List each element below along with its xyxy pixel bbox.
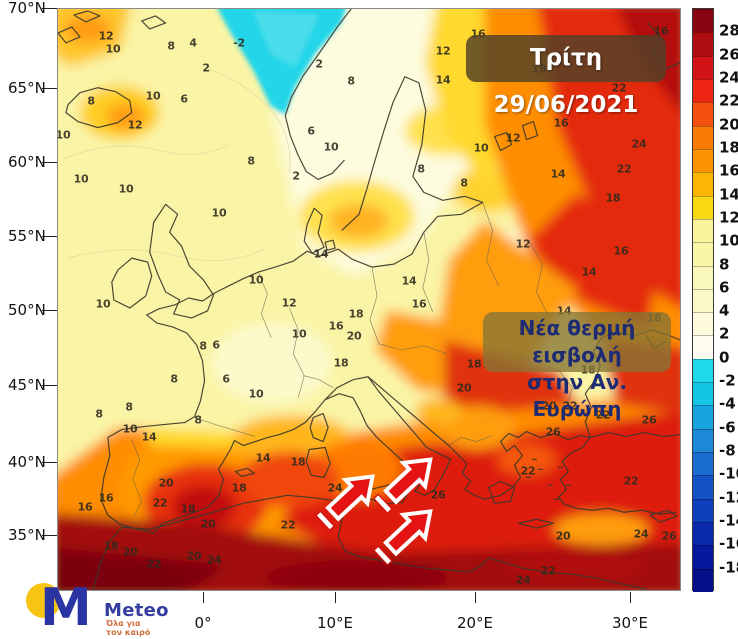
colorbar-segment <box>693 242 713 266</box>
lon-tick-label: 30°E <box>611 614 649 632</box>
colorbar-tick-label: 0 <box>719 348 730 367</box>
logo-tagline: Όλα για τον καιρό <box>106 619 150 637</box>
colorbar-segment <box>693 312 713 336</box>
lon-tick <box>335 592 336 603</box>
heat-advection-arrow-icon <box>373 457 433 514</box>
temperature-map: 1210842-22881061210101061082121416182216… <box>57 8 681 591</box>
colorbar-tick-label: 2 <box>719 325 730 344</box>
colorbar-segment <box>693 358 713 383</box>
colorbar-tick-label: -18 <box>719 558 738 577</box>
colorbar-tick-label: 4 <box>719 301 730 320</box>
colorbar-tick-label: 18 <box>719 138 738 157</box>
colorbar-segment <box>693 55 713 79</box>
lat-tick <box>42 535 57 536</box>
lat-tick-label: 70°N <box>8 0 46 17</box>
colorbar-tick-label: -4 <box>719 395 736 414</box>
lon-tick-label: 10°E <box>316 614 354 632</box>
lat-tick <box>42 88 57 89</box>
colorbar-tick-label: 10 <box>719 231 738 250</box>
lon-tick <box>203 592 204 603</box>
colorbar-tick-label: -2 <box>719 371 736 390</box>
heat-advection-arrow-icon <box>373 509 433 566</box>
lat-tick <box>42 162 57 163</box>
colorbar-segment <box>693 218 713 243</box>
lat-tick <box>42 462 57 463</box>
heat-annotation-badge: Νέα θερμή εισβολή στην Αν. Ευρώπη <box>483 312 671 421</box>
colorbar-segment <box>693 568 713 592</box>
colorbar-tick-label: 14 <box>719 185 738 204</box>
lat-tick <box>42 310 57 311</box>
lat-tick <box>42 8 57 9</box>
colorbar-tick-label: 22 <box>719 91 738 110</box>
country-borders <box>131 202 573 516</box>
colorbar-segment <box>693 335 713 359</box>
colorbar-tick-label: 8 <box>719 255 730 274</box>
colorbar-segment <box>693 78 713 103</box>
logo-brand-text: Meteo <box>104 600 169 621</box>
colorbar-segment <box>693 288 713 313</box>
colorbar-tick-label: 6 <box>719 278 730 297</box>
colorbar-segment <box>693 522 713 546</box>
colorbar-segment <box>693 148 713 173</box>
annotation-line1: Νέα θερμή εισβολή <box>518 316 636 367</box>
colorbar-segment <box>693 405 713 429</box>
meteo-m-icon: M <box>40 578 92 638</box>
colorbar-segment <box>693 172 713 196</box>
lon-tick <box>475 592 476 603</box>
sun-icon <box>26 583 61 618</box>
colorbar-tick-label: -6 <box>719 418 736 437</box>
colorbar-tick-label: 28 <box>719 21 738 40</box>
logo-tagline-line1: Όλα για <box>106 619 141 628</box>
lat-tick-label: 55°N <box>8 227 46 245</box>
colorbar-tick-label: -10 <box>719 465 738 484</box>
lat-tick-label: 35°N <box>8 526 46 544</box>
contour-lines <box>63 68 291 262</box>
coastlines <box>58 9 680 590</box>
logo-tagline-line2: τον καιρό <box>106 628 151 637</box>
colorbar-segment <box>693 125 713 149</box>
lon-tick <box>630 592 631 603</box>
date-badge-text: Τρίτη 29/06/2021 <box>493 45 639 118</box>
colorbar-segment <box>693 9 713 33</box>
colorbar-tick-label: 20 <box>719 115 738 134</box>
colorbar-segment <box>693 545 713 569</box>
colorbar-tick-label: 12 <box>719 208 738 227</box>
temperature-shading <box>58 9 680 590</box>
colorbar-segment <box>693 475 713 499</box>
arrow-overlay <box>315 457 433 566</box>
colorbar-segment <box>693 452 713 476</box>
lat-tick-label: 65°N <box>8 79 46 97</box>
colorbar-tick-label: -16 <box>719 534 738 553</box>
colorbar-segment <box>693 102 713 126</box>
heat-advection-arrow-icon <box>315 474 375 531</box>
colorbar-segment <box>693 382 713 406</box>
temperature-colorbar <box>692 8 714 592</box>
meteo-logo: M Meteo Όλα για τον καιρό <box>24 578 194 638</box>
colorbar-segment <box>693 498 713 523</box>
temperature-field-canvas <box>58 9 680 590</box>
lon-tick-label: 0° <box>194 614 212 632</box>
colorbar-segment <box>693 428 713 453</box>
colorbar-tick-label: 24 <box>719 68 738 87</box>
lat-tick <box>42 236 57 237</box>
lat-tick-label: 40°N <box>8 453 46 471</box>
lat-tick-label: 45°N <box>8 376 46 394</box>
colorbar-labels: 2826242220181614121086420-2-4-6-8-10-12-… <box>692 8 738 591</box>
lat-tick-label: 50°N <box>8 301 46 319</box>
colorbar-tick-label: 16 <box>719 161 738 180</box>
lat-tick-label: 60°N <box>8 153 46 171</box>
annotation-line2: στην Αν. Ευρώπη <box>527 370 627 421</box>
colorbar-tick-label: -14 <box>719 511 738 530</box>
lat-tick <box>42 385 57 386</box>
colorbar-tick-label: -12 <box>719 488 738 507</box>
colorbar-segment <box>693 195 713 219</box>
colorbar-tick-label: -8 <box>719 441 736 460</box>
lon-tick-label: 20°E <box>456 614 494 632</box>
colorbar-segment <box>693 32 713 56</box>
date-badge: Τρίτη 29/06/2021 <box>466 35 666 118</box>
cold-air-pocket <box>217 9 346 115</box>
colorbar-segment <box>693 265 713 289</box>
colorbar-tick-label: 26 <box>719 45 738 64</box>
